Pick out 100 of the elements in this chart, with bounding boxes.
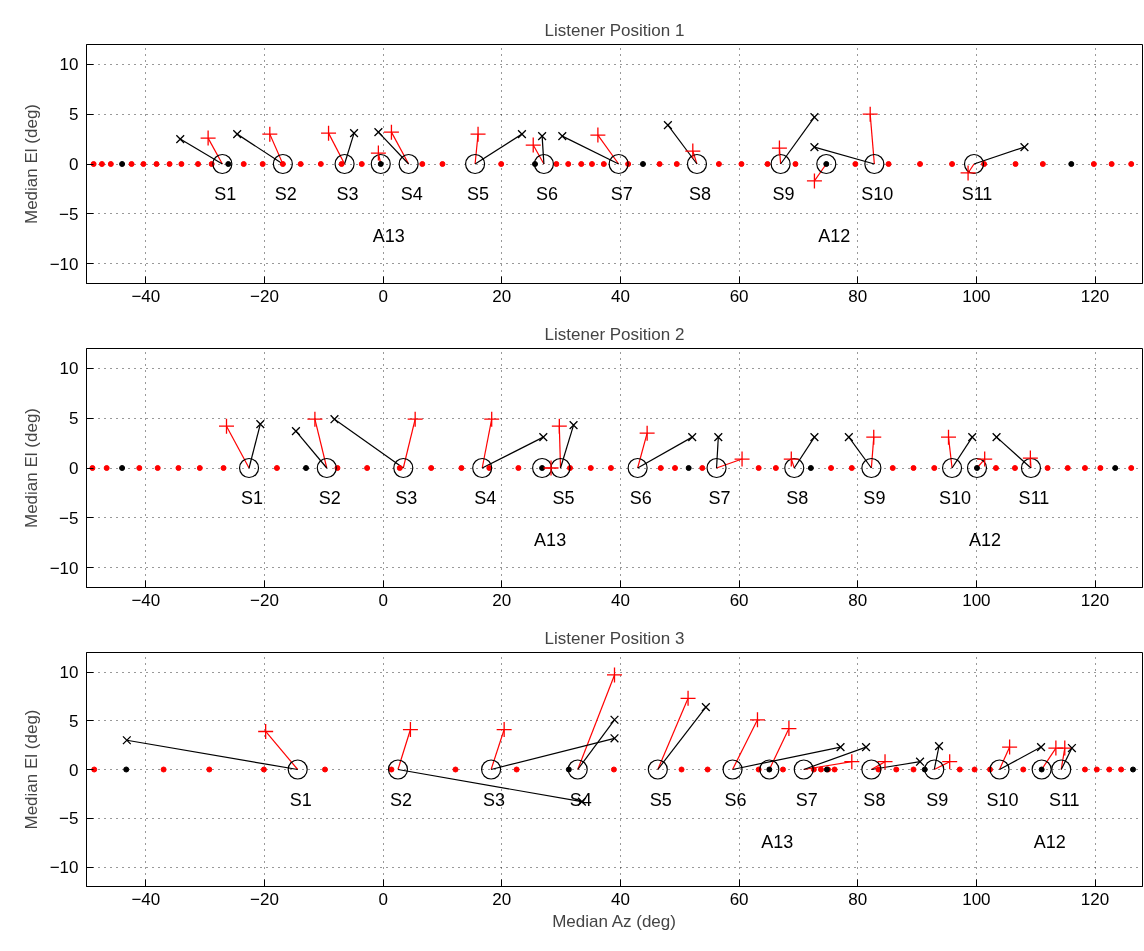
point: [373, 127, 383, 137]
point: [610, 766, 617, 773]
point: [199, 129, 217, 147]
point: [103, 465, 110, 471]
point: [225, 161, 232, 167]
point: [1044, 465, 1051, 471]
point: [550, 457, 571, 479]
point: [793, 759, 814, 780]
x-tick-label: 20: [492, 286, 512, 306]
point: [175, 465, 182, 471]
point: [606, 666, 623, 684]
annotation: S3: [395, 488, 418, 508]
point: [759, 759, 780, 780]
x-axis-title: Median Az (deg): [552, 911, 676, 931]
x-tick-label: −40: [131, 889, 161, 909]
point: [749, 711, 766, 728]
point: [481, 759, 502, 780]
annotation: S6: [724, 789, 747, 810]
x-tick-label: 60: [729, 889, 749, 909]
point: [1093, 766, 1100, 773]
x-tick-label: 20: [492, 590, 512, 610]
annotation: S2: [274, 184, 297, 204]
x-tick-label: 100: [962, 590, 991, 610]
y-tick-label: 10: [59, 359, 79, 379]
annotation: S4: [474, 488, 497, 508]
y-tick-label: 5: [69, 105, 79, 125]
point: [862, 106, 879, 123]
point: [1128, 465, 1135, 471]
point: [843, 753, 860, 770]
point: [240, 161, 247, 167]
point: [464, 153, 486, 175]
point: [257, 723, 274, 740]
point: [792, 161, 799, 167]
point: [469, 125, 487, 143]
point: [154, 465, 161, 471]
point: [260, 766, 267, 773]
point: [98, 161, 105, 167]
point: [1012, 161, 1019, 167]
point: [537, 131, 547, 141]
x-tick-label: 40: [610, 889, 630, 909]
point: [232, 129, 242, 139]
point: [206, 766, 213, 773]
point: [679, 690, 697, 707]
point: [940, 428, 957, 446]
point: [861, 742, 871, 752]
point: [320, 124, 337, 142]
y-tick-label: −5: [59, 204, 79, 224]
point: [407, 411, 424, 428]
point: [316, 457, 337, 479]
point: [959, 164, 977, 182]
point: [609, 715, 620, 725]
x-tick-label: 80: [848, 889, 868, 909]
point: [238, 457, 260, 479]
y-tick-label: −10: [49, 858, 79, 877]
point: [178, 161, 185, 167]
point: [439, 161, 446, 167]
point: [533, 153, 554, 175]
point: [1031, 759, 1052, 780]
point: [91, 766, 98, 773]
annotation: S2: [389, 789, 412, 810]
annotation: S7: [708, 488, 731, 508]
point: [848, 465, 855, 471]
point: [609, 733, 620, 743]
point: [140, 161, 147, 167]
x-tick-label: 120: [1080, 889, 1110, 909]
point: [1020, 766, 1027, 773]
point: [956, 766, 963, 773]
point: [835, 742, 846, 752]
annotation: S8: [786, 488, 809, 508]
annotation: S5: [649, 789, 672, 810]
y-tick-label: 10: [59, 663, 79, 682]
point: [949, 161, 956, 167]
point: [864, 153, 885, 175]
point: [704, 766, 711, 773]
point: [987, 766, 994, 773]
point: [809, 432, 819, 442]
point: [565, 766, 572, 773]
point: [515, 465, 522, 471]
point: [876, 753, 894, 770]
point: [588, 161, 595, 167]
point: [686, 153, 708, 175]
annotation: A13: [534, 530, 567, 550]
annotation: S3: [483, 789, 506, 810]
point: [678, 766, 685, 773]
point: [402, 721, 419, 738]
point: [910, 465, 917, 471]
point: [166, 161, 173, 167]
point: [175, 134, 185, 144]
point: [306, 411, 324, 428]
annotation: S2: [318, 488, 341, 508]
point: [565, 161, 572, 167]
point: [329, 414, 340, 424]
point: [722, 759, 743, 780]
x-tick-label: 120: [1080, 286, 1110, 306]
annotation: S8: [863, 789, 886, 810]
point: [472, 457, 493, 479]
point: [784, 457, 805, 479]
point: [852, 161, 859, 167]
point: [517, 129, 527, 139]
point: [587, 465, 594, 471]
